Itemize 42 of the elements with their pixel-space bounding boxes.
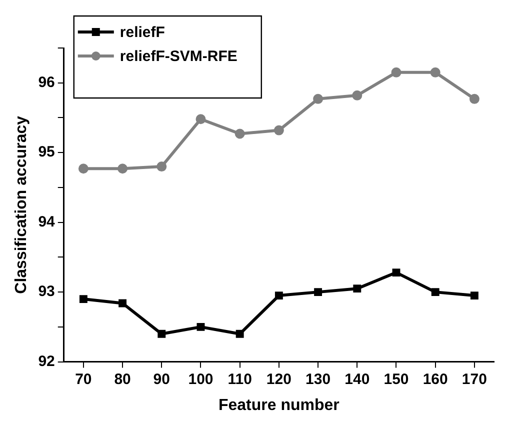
- x-tick-label: 90: [153, 370, 170, 388]
- point: [274, 292, 283, 300]
- point: [470, 292, 478, 300]
- point: [392, 268, 400, 277]
- point: [158, 330, 166, 338]
- y-axis-title: Classification accuracy: [13, 116, 30, 294]
- point: [352, 90, 362, 100]
- x-tick-label: 140: [344, 370, 370, 388]
- x-tick-label: 120: [266, 370, 292, 388]
- point: [118, 299, 127, 308]
- point: [118, 164, 128, 174]
- point: [79, 295, 88, 304]
- x-tick-label: 110: [228, 370, 252, 388]
- x-tick-label: 100: [188, 370, 214, 388]
- point: [314, 288, 322, 296]
- point: [431, 288, 440, 296]
- point: [469, 94, 480, 104]
- y-tick-label: 92: [38, 352, 55, 370]
- x-tick-label: 150: [384, 370, 409, 388]
- point: [196, 322, 205, 331]
- point: [196, 114, 206, 124]
- point: [236, 330, 244, 338]
- y-tick-label: 96: [38, 74, 55, 92]
- x-tick-label: 170: [462, 370, 487, 388]
- y-tick-label: 95: [38, 144, 55, 161]
- point: [391, 67, 402, 78]
- legend-label: reliefF: [120, 24, 165, 42]
- x-axis-title: Feature number: [218, 396, 340, 414]
- y-tick-label: 93: [38, 283, 55, 300]
- legend-label: reliefF-SVM-RFE: [120, 48, 238, 66]
- point: [313, 94, 324, 104]
- point: [78, 164, 88, 174]
- point: [274, 125, 284, 136]
- x-tick-label: 70: [75, 370, 92, 388]
- x-tick-label: 130: [306, 370, 331, 388]
- x-tick-label: 80: [114, 370, 131, 388]
- point: [430, 67, 440, 78]
- y-tick-label: 94: [38, 213, 56, 230]
- point: [353, 284, 362, 293]
- point: [156, 162, 167, 172]
- point: [234, 128, 245, 139]
- x-tick-label: 160: [422, 370, 448, 388]
